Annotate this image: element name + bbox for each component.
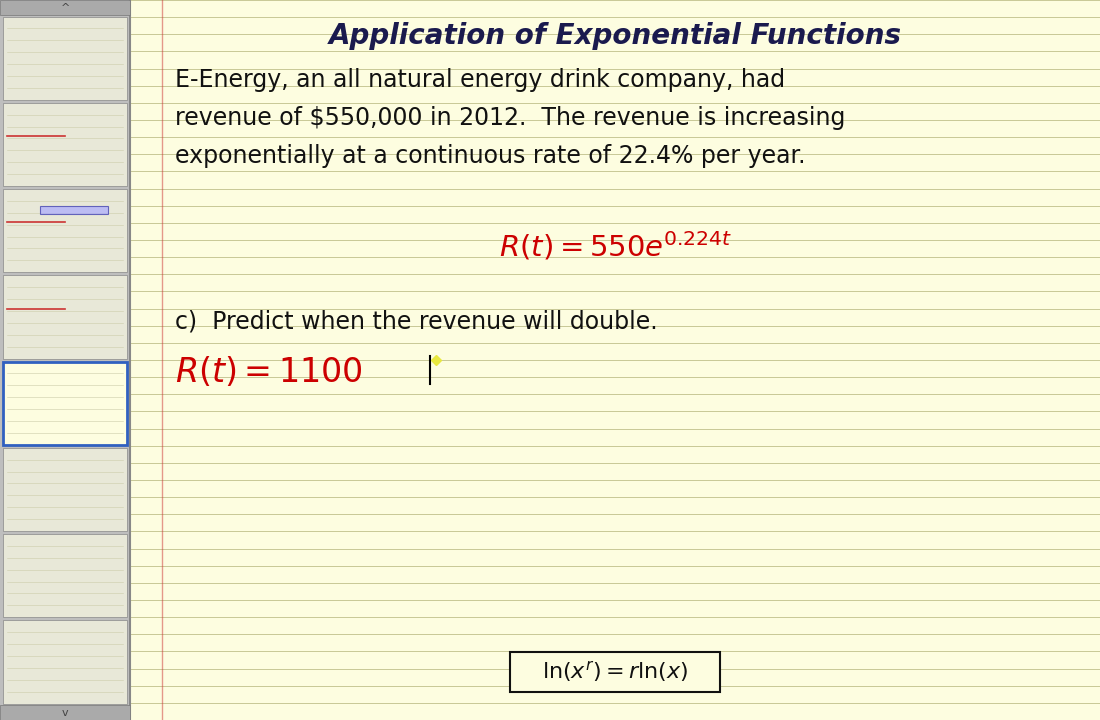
Text: E-Energy, an all natural energy drink company, had: E-Energy, an all natural energy drink co… — [175, 68, 785, 92]
Bar — [3, 189, 126, 272]
Text: $\mathit{R}(\mathit{t}) = 1100$: $\mathit{R}(\mathit{t}) = 1100$ — [175, 355, 363, 389]
Text: Application of Exponential Functions: Application of Exponential Functions — [329, 22, 902, 50]
Text: $\ln(x^r) = r\ln(x)$: $\ln(x^r) = r\ln(x)$ — [542, 660, 689, 685]
Bar — [3, 448, 126, 531]
Text: c)  Predict when the revenue will double.: c) Predict when the revenue will double. — [175, 310, 658, 334]
Bar — [0, 0, 130, 720]
Bar — [3, 17, 126, 100]
Bar — [510, 652, 720, 692]
Text: $\mathit{R}(\mathit{t}) = 550e^{0.224t}$: $\mathit{R}(\mathit{t}) = 550e^{0.224t}$ — [498, 230, 732, 263]
Text: ^: ^ — [60, 2, 69, 12]
Bar — [0, 705, 130, 720]
Text: revenue of $550,000 in 2012.  The revenue is increasing: revenue of $550,000 in 2012. The revenue… — [175, 106, 846, 130]
Bar — [3, 275, 126, 359]
Bar — [3, 534, 126, 617]
Bar — [3, 620, 126, 703]
Bar — [3, 361, 126, 445]
Text: exponentially at a continuous rate of 22.4% per year.: exponentially at a continuous rate of 22… — [175, 144, 805, 168]
Text: v: v — [62, 708, 68, 718]
Bar — [41, 206, 109, 214]
Bar — [3, 103, 126, 186]
Bar — [0, 0, 130, 15]
